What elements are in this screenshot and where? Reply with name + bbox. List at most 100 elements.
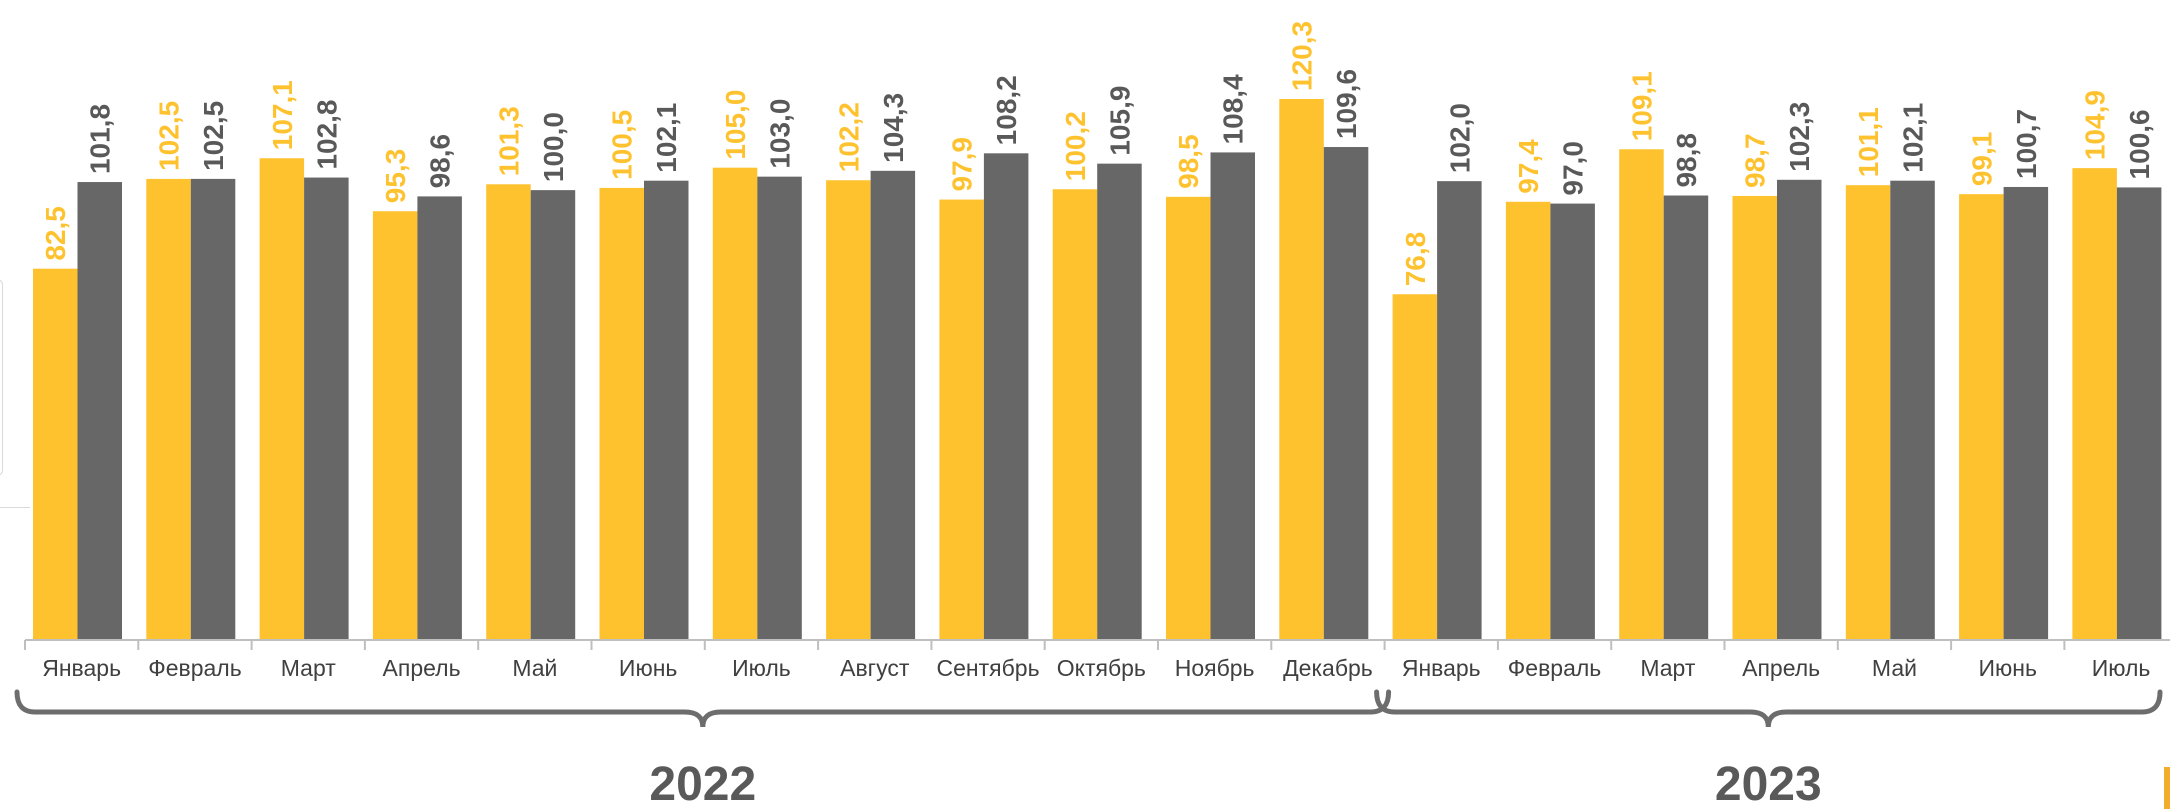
bar-series2-1	[190, 178, 236, 639]
value-label-series2-0: 101,8	[85, 104, 116, 174]
bar-series1-15	[1732, 195, 1777, 639]
year-label-2022: 2022	[649, 758, 756, 809]
bar-series1-13	[1505, 201, 1551, 639]
value-label-series2-15: 102,3	[1784, 102, 1815, 172]
bar-series1-12	[1392, 294, 1438, 639]
value-label-series1-18: 104,9	[2080, 90, 2111, 160]
value-label-series1-9: 100,2	[1060, 111, 1091, 181]
bar-series2-7	[870, 170, 916, 640]
bar-series2-6	[757, 176, 802, 639]
month-label-1: Февраль	[148, 655, 241, 681]
value-labels-layer: 82,5 101,8 102,5 102,5 107,1 102,8 95,3 98,6 101…	[40, 21, 2155, 286]
bar-series2-17	[2003, 186, 2049, 640]
value-label-series2-4: 100,0	[538, 112, 569, 182]
month-label-5: Июнь	[619, 655, 677, 681]
value-label-series2-16: 102,1	[1898, 103, 1929, 173]
bar-series1-17	[1959, 194, 2004, 639]
value-label-series2-13: 97,0	[1558, 141, 1589, 196]
bar-series2-2	[304, 177, 349, 639]
month-label-0: Январь	[42, 655, 121, 681]
month-label-4: Май	[512, 655, 557, 681]
bar-series1-2	[259, 158, 305, 639]
bar-series1-11	[1279, 99, 1324, 639]
value-label-series1-3: 95,3	[380, 149, 411, 204]
bar-series2-12	[1437, 181, 1482, 639]
value-label-series1-7: 102,2	[833, 102, 864, 172]
bar-series1-18	[2072, 168, 2117, 639]
month-label-12: Январь	[1402, 655, 1481, 681]
year-label-2023: 2023	[1715, 758, 1822, 809]
bar-series1-1	[146, 178, 191, 639]
bar-series2-3	[417, 196, 462, 639]
value-label-series1-6: 105,0	[720, 90, 751, 160]
value-label-series2-3: 98,6	[425, 134, 456, 189]
year-brackets-layer	[14, 689, 2163, 728]
month-label-9: Октябрь	[1057, 655, 1146, 681]
bar-series2-18	[2116, 187, 2162, 639]
month-labels-layer: Январь Февраль Март Апрель Май Июнь Июль Август…	[42, 655, 2150, 681]
value-label-series1-2: 107,1	[267, 80, 298, 150]
month-label-13: Февраль	[1508, 655, 1601, 681]
value-label-series1-11: 120,3	[1287, 21, 1318, 91]
month-label-8: Сентябрь	[937, 655, 1040, 681]
bar-series2-11	[1323, 147, 1369, 640]
value-label-series2-12: 102,0	[1444, 103, 1475, 173]
bar-series2-13	[1550, 203, 1595, 639]
value-label-series2-9: 105,9	[1104, 86, 1135, 156]
value-label-series2-2: 102,8	[311, 99, 342, 169]
value-label-series2-7: 104,3	[878, 93, 909, 163]
bar-series2-14	[1663, 195, 1709, 639]
month-label-3: Апрель	[383, 655, 461, 681]
side-panel-edge	[0, 279, 3, 476]
bar-series1-6	[712, 167, 758, 640]
value-label-series1-13: 97,4	[1513, 139, 1544, 194]
value-label-series1-0: 82,5	[40, 206, 71, 261]
bars-layer	[33, 99, 2162, 640]
value-label-series1-8: 97,9	[947, 137, 978, 192]
bar-series1-4	[486, 184, 531, 639]
bar-series1-7	[826, 180, 871, 639]
value-label-series2-17: 100,7	[2011, 109, 2042, 179]
value-label-series1-12: 76,8	[1400, 232, 1431, 287]
value-label-series1-15: 98,7	[1740, 133, 1771, 188]
year-bracket-2023	[1374, 689, 2163, 728]
bar-series1-9	[1052, 189, 1098, 640]
year-labels-layer: 2022 2023	[649, 758, 1821, 809]
value-label-series2-1: 102,5	[198, 101, 229, 171]
value-label-series1-4: 101,3	[493, 106, 524, 176]
month-label-16: Май	[1872, 655, 1917, 681]
bar-series2-16	[1890, 180, 1935, 640]
month-label-18: Июль	[2092, 655, 2151, 681]
year-bracket-2022	[14, 689, 1392, 728]
bar-series1-3	[372, 211, 418, 639]
bar-series1-0	[33, 268, 78, 639]
bar-series1-14	[1619, 149, 1664, 640]
value-label-series1-1: 102,5	[154, 101, 185, 171]
month-label-17: Июнь	[1979, 655, 2037, 681]
value-label-series1-17: 99,1	[1966, 132, 1997, 187]
corner-accent	[2164, 767, 2170, 809]
bar-series1-10	[1166, 196, 1211, 640]
month-label-10: Ноябрь	[1175, 655, 1255, 681]
month-label-6: Июль	[732, 655, 791, 681]
value-label-series2-8: 108,2	[991, 75, 1022, 145]
value-label-series2-10: 108,4	[1218, 74, 1249, 144]
bar-series2-0	[77, 182, 122, 639]
bar-series1-8	[939, 199, 984, 639]
value-label-series2-14: 98,8	[1671, 133, 1702, 188]
month-label-14: Март	[1640, 655, 1695, 681]
month-label-7: Август	[840, 655, 910, 681]
value-label-series1-16: 101,1	[1853, 107, 1884, 177]
value-label-series1-14: 109,1	[1626, 71, 1657, 141]
bar-series2-5	[644, 180, 689, 640]
month-label-15: Апрель	[1742, 655, 1820, 681]
side-divider	[0, 507, 30, 508]
bar-series2-15	[1777, 179, 1822, 639]
value-label-series2-6: 103,0	[765, 99, 796, 169]
month-label-2: Март	[281, 655, 336, 681]
bar-series2-8	[983, 153, 1029, 639]
bar-series1-5	[599, 187, 644, 639]
month-label-11: Декабрь	[1283, 655, 1373, 681]
bar-series2-10	[1210, 152, 1255, 640]
